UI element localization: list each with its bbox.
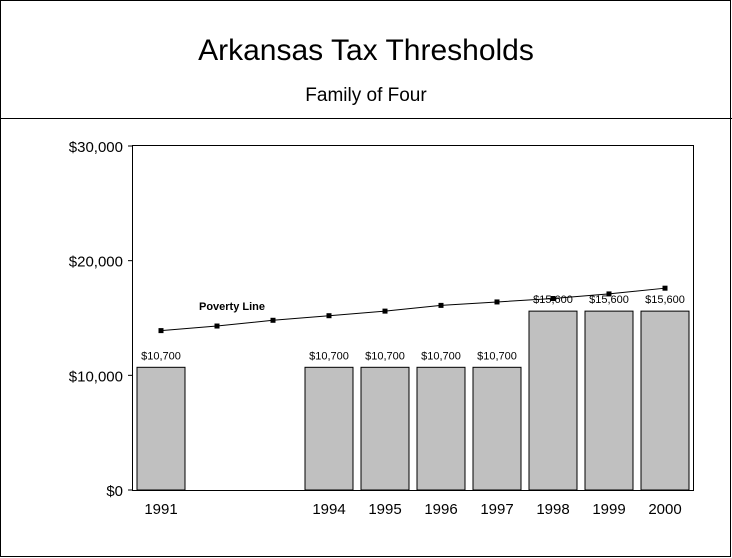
y-tick-label: $30,000 xyxy=(69,139,123,156)
y-axis: $0 $10,000 $20,000 $30,000 xyxy=(69,139,133,500)
chart-subtitle: Family of Four xyxy=(305,85,427,106)
poverty-line-marker xyxy=(550,296,556,302)
poverty-line-marker xyxy=(662,285,668,291)
y-tick-label: $10,000 xyxy=(69,368,123,385)
x-tick-label: 1999 xyxy=(592,501,625,518)
bar xyxy=(528,310,578,491)
x-tick-label: 2000 xyxy=(648,501,681,518)
x-tick-label: 1997 xyxy=(480,501,513,518)
bar xyxy=(472,366,522,491)
bar xyxy=(136,366,186,491)
bar xyxy=(360,366,410,491)
poverty-line-marker xyxy=(214,323,220,329)
poverty-line-series xyxy=(158,285,668,334)
bar-value-label: $10,700 xyxy=(141,350,181,362)
y-tick-label: $20,000 xyxy=(69,254,123,271)
x-tick-label: 1996 xyxy=(424,501,457,518)
x-tick-label: 1998 xyxy=(536,501,569,518)
x-axis: 1991 1994 1995 1996 1997 1998 1999 2000 xyxy=(144,501,681,518)
bar-value-labels: $10,700 $10,700 $10,700 $10,700 $10,700 $15,6… xyxy=(141,294,685,362)
bar-value-label: $10,700 xyxy=(309,350,349,362)
poverty-line-marker xyxy=(494,299,500,305)
bar-value-label: $15,600 xyxy=(589,294,629,306)
chart-title: Arkansas Tax Thresholds xyxy=(198,34,534,67)
y-tick-label: $0 xyxy=(106,483,123,500)
bar-value-label: $10,700 xyxy=(421,350,461,362)
bar xyxy=(640,310,690,491)
poverty-line-marker xyxy=(438,302,444,308)
poverty-line xyxy=(160,287,666,332)
poverty-line-marker xyxy=(270,317,276,323)
x-tick-label: 1995 xyxy=(368,501,401,518)
bar-value-label: $10,700 xyxy=(477,350,517,362)
bar-value-label: $15,600 xyxy=(645,294,685,306)
poverty-line-label: Poverty Line xyxy=(199,301,265,313)
poverty-line-marker xyxy=(326,313,332,319)
bar xyxy=(304,366,354,491)
poverty-line-marker xyxy=(382,308,388,314)
bar-value-label: $10,700 xyxy=(365,350,405,362)
x-tick-label: 1991 xyxy=(144,501,177,518)
bar xyxy=(584,310,634,491)
x-tick-label: 1994 xyxy=(312,501,345,518)
poverty-line-marker xyxy=(606,291,612,297)
bars xyxy=(136,310,690,491)
poverty-line-marker xyxy=(158,328,164,334)
bar xyxy=(416,366,466,491)
